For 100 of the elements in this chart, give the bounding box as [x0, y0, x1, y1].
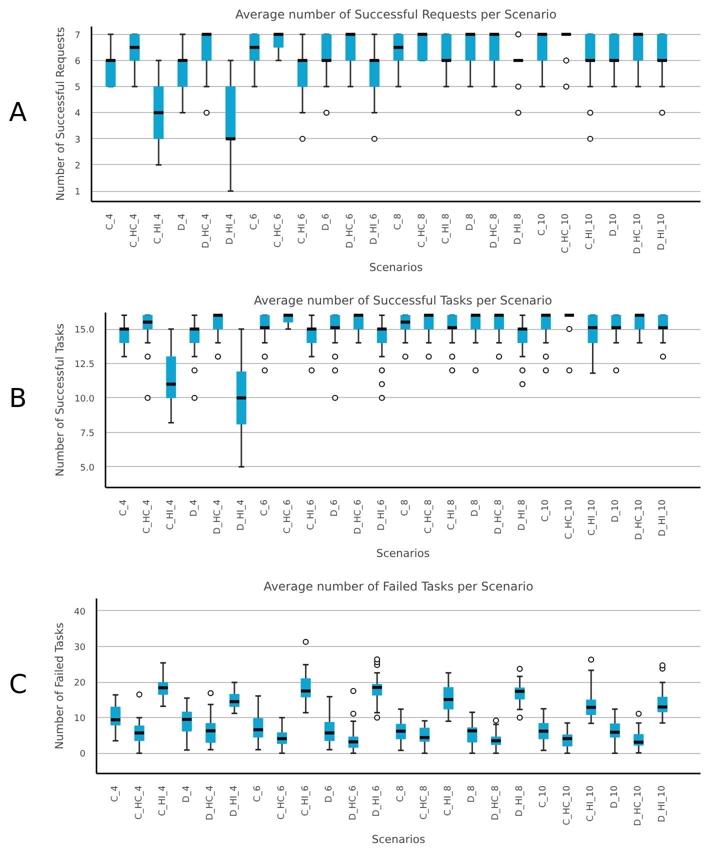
x-tick-label: C_HI_8	[447, 499, 458, 530]
x-tick-label: D_HI_6	[372, 785, 382, 817]
x-tick-label: D_HC_10	[633, 213, 644, 254]
x-tick-label: D_HC_6	[353, 499, 364, 534]
text: C	[9, 669, 28, 702]
x-tick-label: C_8	[396, 785, 406, 802]
x-tick-label: D_HC_6	[345, 213, 356, 248]
text: A	[9, 97, 27, 130]
x-tick-label: C_HI_10	[588, 499, 598, 536]
x-tick-label: D_6	[321, 213, 332, 231]
x-tick-label: C_HC_6	[274, 213, 284, 248]
chart-title: Average number of Successful Tasks per Scenario	[254, 294, 552, 308]
x-tick-label: C_HI_6	[300, 785, 311, 816]
y-tick-label: 40	[74, 607, 86, 618]
x-tick-label: D_HI_4	[236, 499, 246, 531]
y-tick-label: 20	[74, 678, 86, 689]
x-tick-label: C_10	[537, 213, 548, 236]
x-tick-label: D_HI_8	[517, 499, 528, 531]
y-axis-title: Number of Successful Requests	[54, 26, 67, 201]
y-tick-label: 0	[80, 750, 86, 760]
x-tick-label: D_HI_10	[657, 785, 668, 822]
x-tick-label: C_8	[393, 213, 404, 230]
y-tick-label: 30	[74, 643, 86, 654]
x-tick-label: C_HC_4	[134, 785, 144, 820]
y-tick-label: 10.0	[74, 394, 95, 404]
x-tick-label: D_HI_10	[657, 213, 668, 250]
x-tick-label: C_6	[253, 785, 264, 802]
x-tick-label: D_4	[190, 499, 200, 517]
x-tick-label: C_HI_6	[306, 499, 317, 530]
x-tick-label: C_HI_4	[154, 213, 164, 244]
y-tick-label: 6	[74, 56, 81, 67]
x-tick-label: C_HI_4	[158, 785, 168, 816]
x-tick-label: D_HC_8	[489, 213, 500, 248]
y-tick-label: 15.0	[74, 326, 95, 336]
x-tick-label: D_8	[465, 213, 476, 231]
x-tick-label: C_HC_4	[142, 499, 153, 534]
y-tick-label: 1	[74, 188, 81, 198]
x-tick-label: D_HI_6	[376, 499, 387, 531]
x-tick-label: D_HC_4	[206, 785, 216, 820]
y-tick-label: 2	[74, 161, 81, 172]
x-tick-label: C_HC_10	[562, 785, 572, 826]
x-tick-label: D_8	[470, 499, 481, 517]
x-tick-label: C_HI_8	[443, 785, 454, 816]
x-tick-label: C_HI_4	[166, 499, 176, 530]
x-tick-label: C_HC_4	[130, 213, 140, 248]
x-tick-label: D_10	[609, 213, 620, 236]
x-tick-label: C_4	[110, 785, 121, 802]
x-tick-label: C_HC_6	[276, 785, 287, 820]
x-axis-title: Scenarios	[376, 546, 430, 560]
x-tick-label: D_HC_4	[212, 499, 223, 534]
x-axis-title: Scenarios	[369, 260, 424, 274]
x-tick-label: D_HI_8	[514, 785, 525, 817]
y-tick-label: 7	[74, 30, 81, 41]
x-tick-label: D_HC_8	[490, 785, 501, 820]
chart-title: Average number of Failed Tasks per Scenario	[264, 580, 534, 594]
x-tick-label: D_6	[324, 785, 335, 803]
x-tick-label: D_HI_10	[658, 499, 668, 536]
y-tick-label: 4	[74, 109, 81, 120]
x-tick-label: C_4	[119, 499, 130, 516]
text: B	[9, 383, 27, 416]
x-tick-label: D_HC_6	[348, 785, 358, 820]
x-tick-label: D_HC_10	[634, 785, 644, 826]
x-tick-label: C_6	[260, 499, 270, 516]
x-tick-label: C_HI_10	[586, 785, 596, 822]
x-axis-title: Scenarios	[372, 832, 426, 846]
x-tick-label: D_HC_4	[202, 213, 212, 248]
x-tick-label: D_HI_6	[369, 213, 380, 245]
x-tick-label: C_HC_8	[417, 213, 428, 248]
x-tick-label: C_10	[540, 499, 551, 522]
x-tick-label: D_HI_4	[226, 213, 236, 245]
y-tick-label: 10	[74, 714, 86, 724]
x-tick-label: C_HC_10	[561, 213, 572, 254]
x-tick-label: D_HC_8	[494, 499, 504, 534]
x-tick-label: C_HI_10	[585, 213, 596, 250]
x-tick-label: C_HI_8	[441, 213, 452, 244]
y-tick-label: 7.5	[80, 428, 95, 439]
x-tick-label: D_10	[611, 499, 622, 522]
x-tick-label: C_HC_10	[564, 499, 574, 540]
x-tick-label: D_10	[610, 785, 620, 808]
y-axis-title: Number of Failed Tasks	[53, 622, 66, 750]
x-tick-label: C_HI_6	[297, 213, 308, 244]
x-tick-label: C_HC_8	[424, 499, 434, 534]
x-tick-label: D_6	[330, 499, 340, 517]
y-tick-label: 5	[74, 83, 81, 94]
y-axis-title: Number of Successful Tasks	[53, 323, 66, 476]
chart-title: Average number of Successful Requests per Scenario	[235, 8, 557, 22]
y-tick-label: 3	[74, 135, 81, 146]
x-tick-label: C_6	[250, 213, 260, 230]
x-tick-label: C_4	[106, 213, 116, 230]
x-tick-label: D_8	[467, 785, 478, 803]
x-tick-label: C_10	[538, 785, 549, 808]
x-tick-label: D_HI_8	[513, 213, 524, 245]
y-tick-label: 12.5	[74, 360, 95, 370]
x-tick-label: C_8	[400, 499, 410, 516]
x-tick-label: D_4	[182, 785, 192, 803]
x-tick-label: D_HI_4	[229, 785, 240, 817]
x-tick-label: D_HC_10	[634, 499, 645, 540]
x-tick-label: C_HC_8	[420, 785, 430, 820]
x-tick-label: C_HC_6	[283, 499, 294, 534]
y-tick-label: 5.0	[80, 463, 95, 474]
